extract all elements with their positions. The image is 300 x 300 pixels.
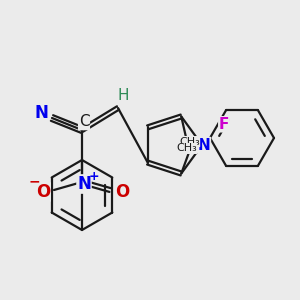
Text: −: − [28, 174, 40, 188]
Text: N: N [198, 137, 210, 152]
Text: N: N [77, 175, 91, 193]
Text: CH₃: CH₃ [176, 143, 196, 154]
Text: O: O [36, 183, 50, 201]
Text: C: C [79, 115, 89, 130]
Text: CH₃: CH₃ [179, 136, 200, 146]
Text: O: O [115, 183, 129, 201]
Text: N: N [34, 104, 48, 122]
Text: F: F [219, 117, 229, 132]
Text: H: H [117, 88, 129, 103]
Text: +: + [89, 169, 99, 182]
